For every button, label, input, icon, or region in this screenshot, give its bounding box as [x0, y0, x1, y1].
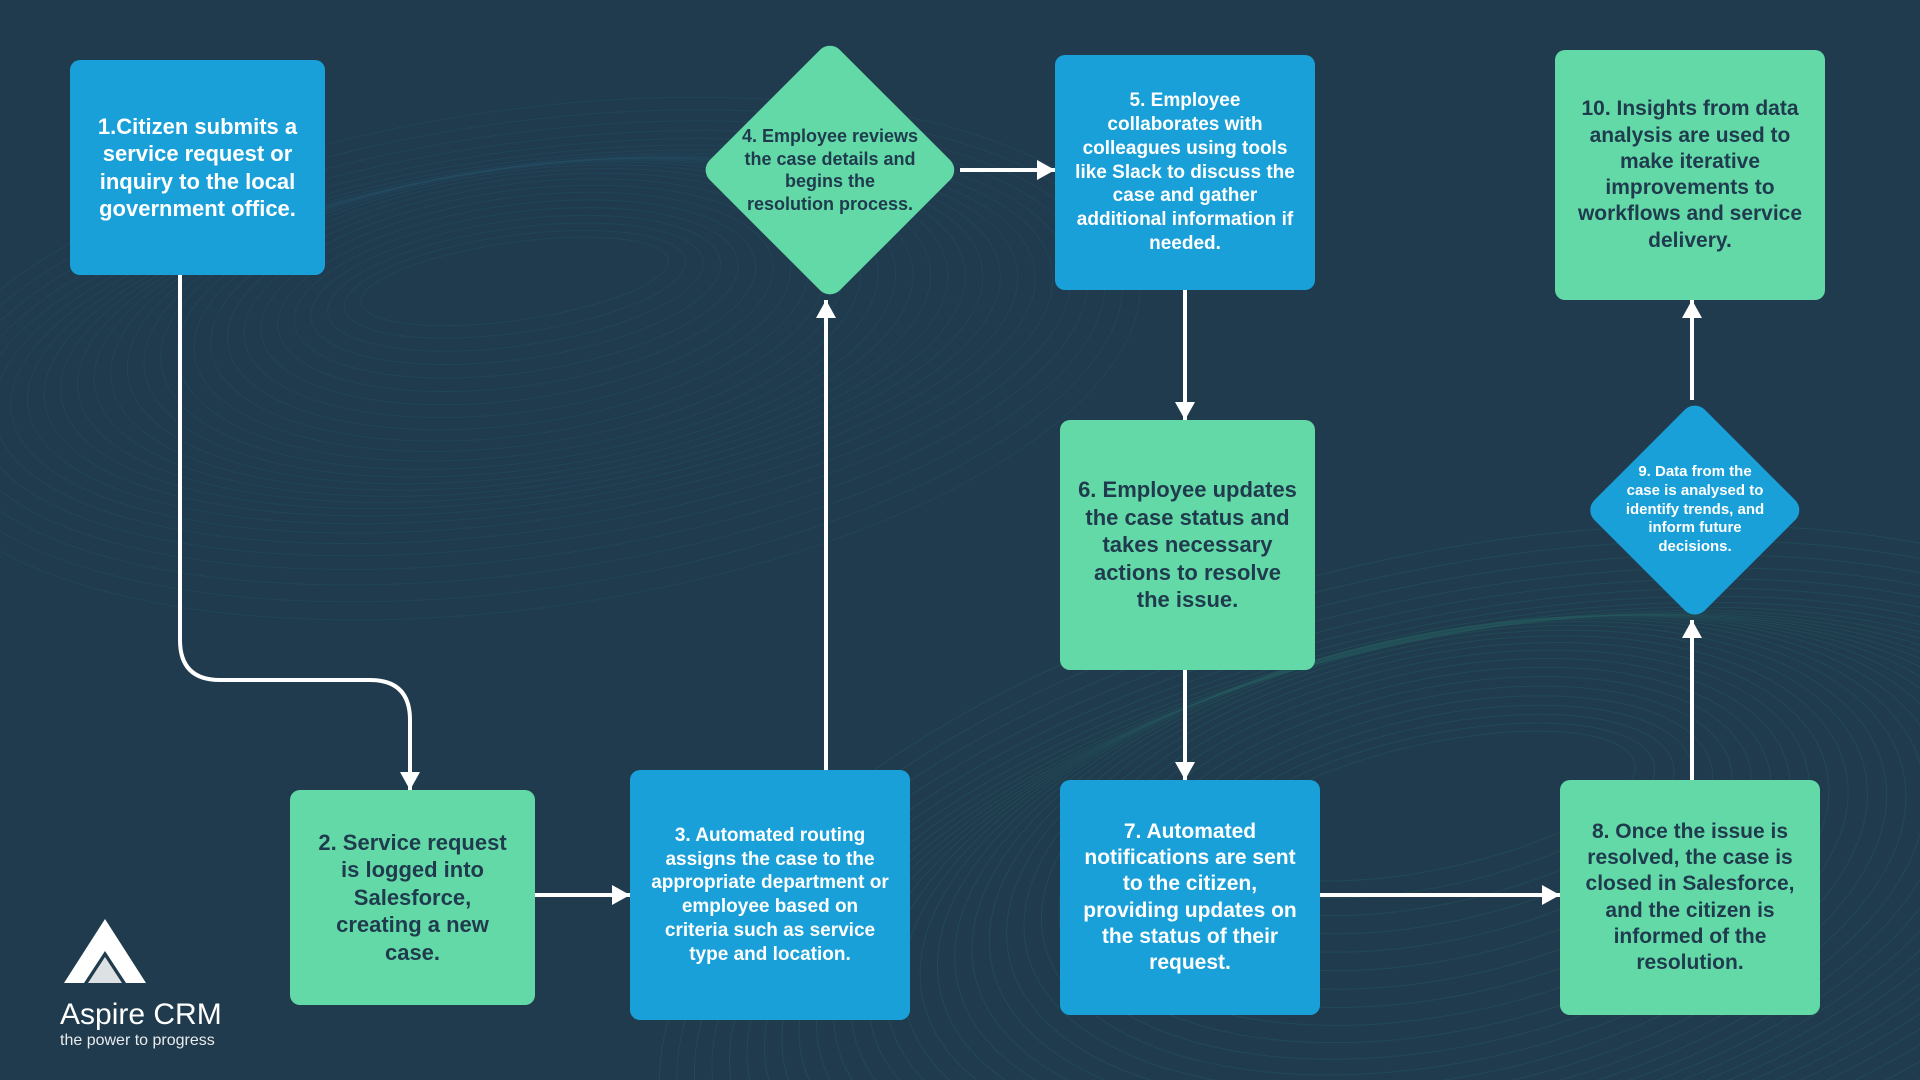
flow-node-text: 2. Service request is logged into Salesf… — [308, 829, 517, 967]
flow-node-n6: 6. Employee updates the case status and … — [1060, 420, 1315, 670]
flow-node-text: 6. Employee updates the case status and … — [1078, 476, 1297, 614]
flow-node-text: 1.Citizen submits a service request or i… — [88, 113, 307, 223]
brand-logo: Aspire CRM the power to progress — [60, 917, 222, 1050]
logo-tagline: the power to progress — [60, 1032, 222, 1050]
flow-node-n2: 2. Service request is logged into Salesf… — [290, 790, 535, 1005]
arrow-head-icon — [1037, 160, 1055, 180]
flow-node-n4: 4. Employee reviews the case details and… — [700, 40, 960, 300]
flow-node-text: 8. Once the issue is resolved, the case … — [1578, 819, 1802, 977]
flow-node-text: 9. Data from the case is analysed to ide… — [1621, 463, 1768, 557]
flow-node-text: 7. Automated notifications are sent to t… — [1078, 819, 1302, 977]
flow-node-n7: 7. Automated notifications are sent to t… — [1060, 780, 1320, 1015]
flow-edge — [180, 275, 410, 790]
flow-node-text: 4. Employee reviews the case details and… — [740, 125, 919, 215]
flow-node-n5: 5. Employee collaborates with colleagues… — [1055, 55, 1315, 290]
arrow-head-icon — [1682, 300, 1702, 318]
flow-node-n1: 1.Citizen submits a service request or i… — [70, 60, 325, 275]
flow-node-n3: 3. Automated routing assigns the case to… — [630, 770, 910, 1020]
logo-name: Aspire CRM — [60, 998, 222, 1032]
flow-node-n10: 10. Insights from data analysis are used… — [1555, 50, 1825, 300]
arrow-head-icon — [1175, 762, 1195, 780]
arrow-head-icon — [1175, 402, 1195, 420]
flow-node-text: 5. Employee collaborates with colleagues… — [1073, 89, 1297, 255]
arrow-head-icon — [612, 885, 630, 905]
flow-node-text: 10. Insights from data analysis are used… — [1573, 96, 1807, 254]
arrow-head-icon — [400, 772, 420, 790]
logo-mark-icon — [60, 917, 150, 987]
flow-node-n8: 8. Once the issue is resolved, the case … — [1560, 780, 1820, 1015]
arrow-head-icon — [1682, 620, 1702, 638]
flow-node-text: 3. Automated routing assigns the case to… — [648, 824, 892, 967]
arrow-head-icon — [816, 300, 836, 318]
flowchart-canvas: 1.Citizen submits a service request or i… — [0, 0, 1920, 1080]
flow-node-n9: 9. Data from the case is analysed to ide… — [1585, 400, 1805, 620]
arrow-head-icon — [1542, 885, 1560, 905]
